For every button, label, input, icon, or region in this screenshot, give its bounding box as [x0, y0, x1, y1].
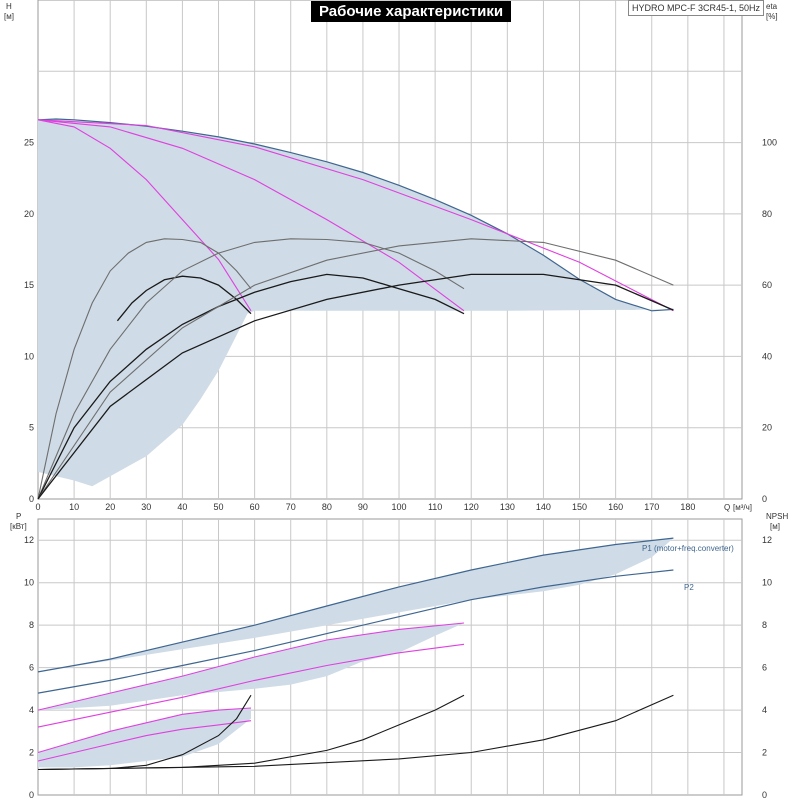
- y-tick-label-left: 10: [24, 578, 34, 588]
- power-band: [38, 538, 674, 672]
- x-tick-label: 160: [608, 502, 623, 512]
- y-tick-label-right: 100: [762, 138, 777, 148]
- x-tick-label: 100: [392, 502, 407, 512]
- x-tick-label: 20: [105, 502, 115, 512]
- x-tick-label: 180: [680, 502, 695, 512]
- axis-label-eta: eta: [766, 2, 778, 11]
- y-tick-label-right: 20: [762, 423, 772, 433]
- x-tick-label: 60: [250, 502, 260, 512]
- y-tick-label-left: 20: [24, 209, 34, 219]
- x-tick-label: 150: [572, 502, 587, 512]
- y-tick-label-right: 12: [762, 535, 772, 545]
- x-tick-label: 10: [69, 502, 79, 512]
- y-tick-label-left: 12: [24, 535, 34, 545]
- y-tick-label-left: 15: [24, 280, 34, 290]
- y-tick-label-left: 25: [24, 138, 34, 148]
- model-label: HYDRO MPC-F 3CR45-1, 50Hz: [628, 0, 765, 16]
- x-tick-label: 70: [286, 502, 296, 512]
- y-tick-label-right: 8: [762, 620, 767, 630]
- npsh-curve: [37, 694, 674, 771]
- y-tick-label-left: 6: [29, 663, 34, 673]
- p1-label: P1 (motor+freq.converter): [642, 544, 734, 553]
- chart-title: Рабочие характеристики: [311, 1, 512, 22]
- axis-label-npsh: NPSH: [766, 512, 788, 521]
- y-tick-label-left: 0: [29, 790, 34, 800]
- y-tick-label-right: 4: [762, 705, 767, 715]
- axis-label-h-unit: [м]: [4, 12, 14, 21]
- y-tick-label-right: 0: [762, 790, 767, 800]
- x-tick-label: 50: [214, 502, 224, 512]
- power-band: [38, 708, 251, 768]
- efficiency-curve: [37, 273, 465, 500]
- operating-envelope: [38, 119, 674, 487]
- y-tick-label-right: 10: [762, 578, 772, 588]
- y-tick-label-left: 2: [29, 748, 34, 758]
- y-tick-label-left: 8: [29, 620, 34, 630]
- p2-label: P2: [684, 583, 694, 592]
- power-curve: [37, 569, 674, 694]
- head-curve: [37, 119, 252, 312]
- y-tick-label-left: 4: [29, 705, 34, 715]
- axis-label-q-unit: [м³/ч]: [733, 503, 752, 512]
- efficiency-curve: [116, 275, 252, 322]
- power-curve: [37, 622, 465, 711]
- y-tick-label-right: 40: [762, 351, 772, 361]
- y-tick-label-left: 5: [29, 423, 34, 433]
- x-tick-label: 80: [322, 502, 332, 512]
- power-curve: [37, 643, 465, 728]
- y-tick-label-right: 2: [762, 748, 767, 758]
- x-tick-label: 140: [536, 502, 551, 512]
- power-curve: [37, 707, 252, 754]
- axis-label-q: Q: [724, 503, 730, 512]
- y-tick-label-right: 0: [762, 494, 767, 504]
- x-tick-label: 110: [428, 502, 442, 512]
- head-curve: [37, 119, 465, 312]
- axis-label-h: H: [6, 2, 12, 11]
- efficiency-curve: [37, 273, 674, 500]
- axis-label-p-unit: [кВт]: [10, 522, 27, 531]
- power-curve: [37, 537, 674, 673]
- y-tick-label-right: 6: [762, 663, 767, 673]
- x-tick-label: 40: [177, 502, 187, 512]
- axis-label-eta-unit: [%]: [766, 12, 778, 21]
- y-tick-label-right: 60: [762, 280, 772, 290]
- axis-label-npsh-unit: [м]: [770, 522, 780, 531]
- y-tick-label-left: 0: [29, 494, 34, 504]
- envelope-max-curve: [37, 118, 674, 312]
- axis-label-p: P: [16, 512, 21, 521]
- x-tick-label: 120: [464, 502, 479, 512]
- x-tick-label: 30: [141, 502, 151, 512]
- x-tick-label: 130: [500, 502, 515, 512]
- x-tick-label: 170: [644, 502, 659, 512]
- x-tick-label: 0: [35, 502, 40, 512]
- x-tick-label: 90: [358, 502, 368, 512]
- power-band: [38, 623, 464, 711]
- y-tick-label-left: 10: [24, 351, 34, 361]
- efficiency-curve: [37, 238, 674, 500]
- y-tick-label-right: 80: [762, 209, 772, 219]
- head-curve: [37, 119, 674, 312]
- power-curve: [37, 720, 252, 762]
- efficiency-curve: [37, 238, 465, 500]
